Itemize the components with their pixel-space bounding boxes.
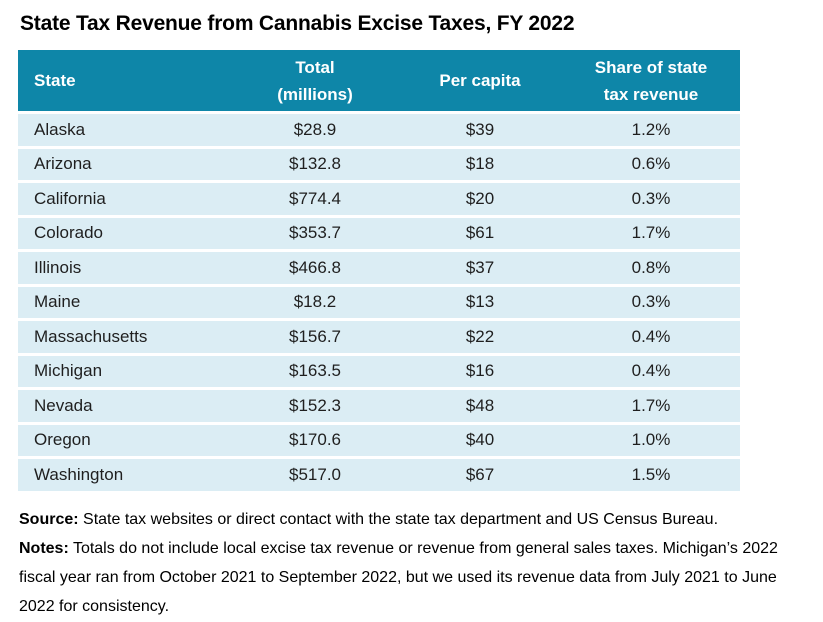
cell-total: $353.7 xyxy=(232,217,398,252)
source-label: Source: xyxy=(19,510,79,528)
column-header-per-capita: Per capita xyxy=(398,50,562,114)
cell-per-capita: $61 xyxy=(398,217,562,252)
cell-state: Nevada xyxy=(18,390,232,425)
cell-share: 0.3% xyxy=(562,183,740,218)
cell-state: Alaska xyxy=(18,114,232,149)
notes-note: Notes: Totals do not include local excis… xyxy=(19,534,816,621)
cell-per-capita: $67 xyxy=(398,459,562,494)
cell-per-capita: $40 xyxy=(398,424,562,459)
cell-share: 1.7% xyxy=(562,390,740,425)
footnotes: Source: State tax websites or direct con… xyxy=(19,505,816,621)
cell-state: Colorado xyxy=(18,217,232,252)
cell-share: 1.2% xyxy=(562,114,740,149)
column-header-state: State xyxy=(18,50,232,114)
table-row-maine: Maine $18.2 $13 0.3% xyxy=(18,286,740,321)
cell-state: Oregon xyxy=(18,424,232,459)
cell-total: $132.8 xyxy=(232,148,398,183)
table-row-michigan: Michigan $163.5 $16 0.4% xyxy=(18,355,740,390)
table-header-row: State Total (millions) Per capita Share … xyxy=(18,50,740,114)
column-header-total-line1: Total xyxy=(295,57,335,77)
page-title: State Tax Revenue from Cannabis Excise T… xyxy=(20,12,575,35)
cell-total: $156.7 xyxy=(232,321,398,356)
cell-total: $466.8 xyxy=(232,252,398,287)
column-header-total-line2: (millions) xyxy=(277,84,353,104)
column-header-total: Total (millions) xyxy=(232,50,398,114)
cell-per-capita: $37 xyxy=(398,252,562,287)
cell-state: Arizona xyxy=(18,148,232,183)
cell-per-capita: $22 xyxy=(398,321,562,356)
cell-per-capita: $48 xyxy=(398,390,562,425)
notes-text: Totals do not include local excise tax r… xyxy=(19,539,778,615)
cell-total: $170.6 xyxy=(232,424,398,459)
cell-state: Michigan xyxy=(18,355,232,390)
table-header: State Total (millions) Per capita Share … xyxy=(18,50,740,114)
table-body: Alaska $28.9 $39 1.2% Arizona $132.8 $18… xyxy=(18,114,740,494)
cell-per-capita: $20 xyxy=(398,183,562,218)
table-row-massachusetts: Massachusetts $156.7 $22 0.4% xyxy=(18,321,740,356)
table-row-nevada: Nevada $152.3 $48 1.7% xyxy=(18,390,740,425)
cell-total: $163.5 xyxy=(232,355,398,390)
table-row-illinois: Illinois $466.8 $37 0.8% xyxy=(18,252,740,287)
cannabis-tax-revenue-table: State Total (millions) Per capita Share … xyxy=(18,50,740,494)
table-row-alaska: Alaska $28.9 $39 1.2% xyxy=(18,114,740,149)
cell-share: 0.8% xyxy=(562,252,740,287)
column-header-share: Share of state tax revenue xyxy=(562,50,740,114)
column-header-share-line1: Share of state xyxy=(594,57,708,77)
cell-per-capita: $39 xyxy=(398,114,562,149)
cell-state: Washington xyxy=(18,459,232,494)
cell-share: 0.4% xyxy=(562,321,740,356)
cell-total: $28.9 xyxy=(232,114,398,149)
cell-per-capita: $18 xyxy=(398,148,562,183)
source-note: Source: State tax websites or direct con… xyxy=(19,505,816,534)
cell-state: Illinois xyxy=(18,252,232,287)
cell-share: 1.7% xyxy=(562,217,740,252)
cell-share: 1.5% xyxy=(562,459,740,494)
cell-state: Maine xyxy=(18,286,232,321)
cell-share: 0.6% xyxy=(562,148,740,183)
cell-share: 0.3% xyxy=(562,286,740,321)
cell-total: $517.0 xyxy=(232,459,398,494)
table-row-oregon: Oregon $170.6 $40 1.0% xyxy=(18,424,740,459)
cell-total: $152.3 xyxy=(232,390,398,425)
table-row-california: California $774.4 $20 0.3% xyxy=(18,183,740,218)
cell-state: Massachusetts xyxy=(18,321,232,356)
column-header-share-line2: tax revenue xyxy=(603,84,699,104)
notes-label: Notes: xyxy=(19,539,69,557)
table-row-colorado: Colorado $353.7 $61 1.7% xyxy=(18,217,740,252)
table-row-arizona: Arizona $132.8 $18 0.6% xyxy=(18,148,740,183)
cell-state: California xyxy=(18,183,232,218)
cell-per-capita: $13 xyxy=(398,286,562,321)
source-text: State tax websites or direct contact wit… xyxy=(78,510,719,528)
cell-total: $774.4 xyxy=(232,183,398,218)
cell-share: 1.0% xyxy=(562,424,740,459)
cell-total: $18.2 xyxy=(232,286,398,321)
cell-per-capita: $16 xyxy=(398,355,562,390)
table-row-washington: Washington $517.0 $67 1.5% xyxy=(18,459,740,494)
cell-share: 0.4% xyxy=(562,355,740,390)
